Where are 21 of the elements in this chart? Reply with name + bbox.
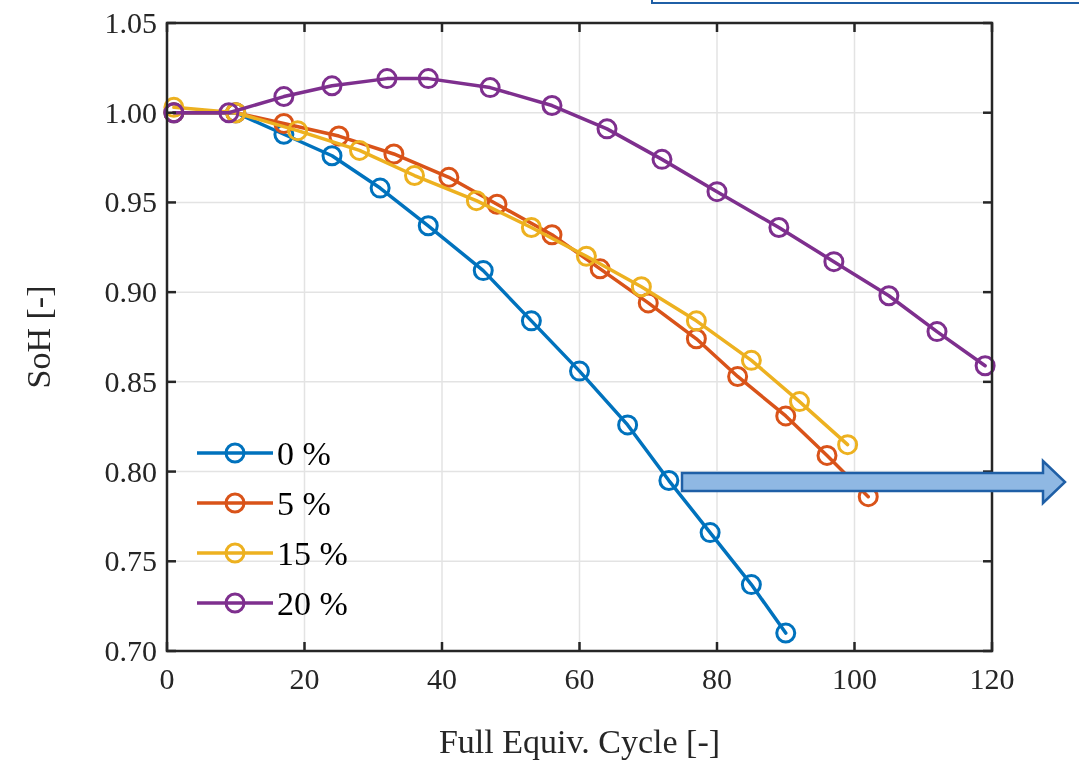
legend-label: 0 % — [277, 435, 331, 472]
legend-label: 15 % — [277, 535, 348, 572]
y-tick-label: 0.85 — [104, 364, 157, 398]
x-tick-label: 0 — [159, 662, 175, 695]
y-tick-label: 1.05 — [104, 6, 157, 39]
y-tick-label: 0.95 — [104, 185, 157, 219]
y-tick-label: 0.75 — [104, 544, 157, 578]
legend-label: 20 % — [277, 585, 348, 622]
x-tick-label: 40 — [427, 662, 457, 695]
y-axis-title: SoH [-] — [20, 285, 57, 389]
x-tick-label: 80 — [702, 662, 732, 695]
x-axis-title: Full Equiv. Cycle [-] — [438, 723, 721, 760]
x-tick-label: 20 — [289, 662, 320, 695]
x-tick-label: 100 — [832, 662, 877, 695]
y-tick-label: 1.00 — [104, 95, 157, 129]
x-tick-label: 120 — [969, 662, 1015, 695]
y-tick-label: 0.70 — [104, 634, 157, 667]
x-tick-label: 60 — [564, 662, 595, 695]
legend-label: 5 % — [277, 485, 331, 522]
y-tick-label: 0.80 — [104, 454, 157, 488]
y-tick-label: 0.90 — [104, 275, 157, 309]
